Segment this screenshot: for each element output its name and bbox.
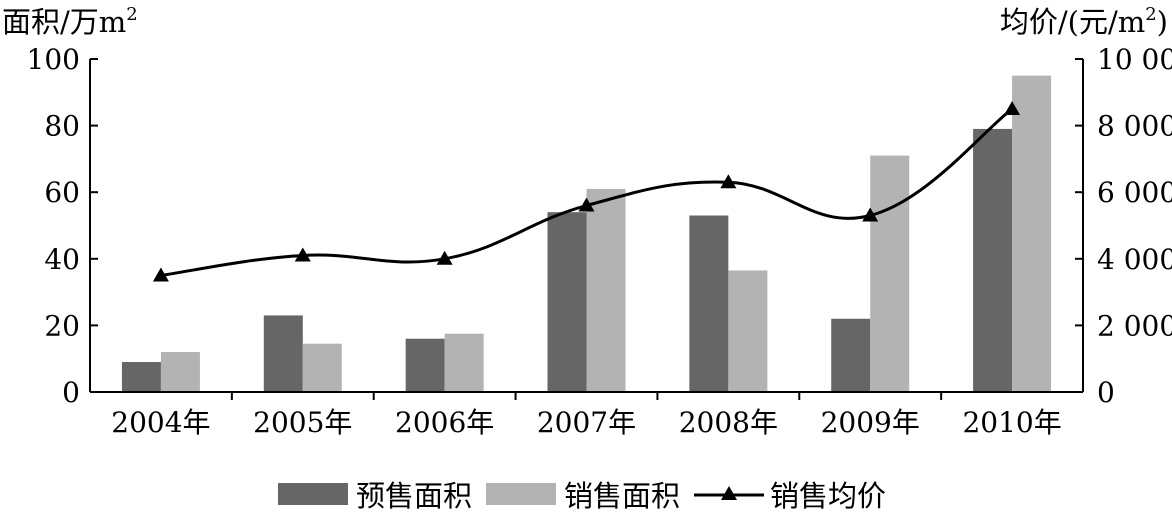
price-point-2 [436,250,453,265]
right-tick-label-3: 6 000 [1097,176,1172,209]
left-tick-label-4: 80 [44,110,80,143]
bar-presale-4 [689,215,729,392]
x-tick-label-1: 2005年 [253,406,352,439]
price-point-3 [578,197,595,212]
bar-presale-5 [831,318,871,392]
legend-swatch-presale [278,483,348,505]
x-tick-label-4: 2008年 [679,406,778,439]
right-axis-title: 均价/(元/m2) [999,4,1168,39]
right-tick-label-0: 0 [1097,376,1115,409]
left-tick-label-2: 40 [44,243,80,276]
right-tick-label-4: 8 000 [1097,110,1172,143]
bar-sales-3 [586,188,626,392]
price-point-5 [862,207,879,222]
legend-label-price: 销售均价 [770,479,887,513]
x-tick-label-3: 2007年 [537,406,636,439]
bar-presale-2 [405,338,445,392]
bar-sales-0 [160,352,200,392]
legend-swatch-price [694,486,765,500]
price-point-0 [152,267,169,282]
bar-sales-4 [728,270,768,392]
bar-sales-6 [1012,75,1052,393]
left-tick-label-5: 100 [27,43,80,76]
left-axis-title: 面积/万m2 [2,4,138,39]
right-tick-label-1: 2 000 [1097,309,1172,342]
legend-label-presale: 预售面积 [356,479,473,513]
left-tick-label-3: 60 [44,176,80,209]
price-point-4 [720,174,737,189]
legend-item-presale: 预售面积 [278,473,472,515]
legend-swatch-sales [486,483,557,505]
bar-presale-1 [263,315,303,392]
bar-presale-6 [973,128,1013,392]
x-tick-label-6: 2010年 [962,406,1061,439]
right-tick-label-5: 10 000 [1097,43,1172,76]
bar-presale-3 [547,212,587,392]
chart-canvas: 0 20 40 60 80 100 0 2 000 4 000 6 000 8 000 10 000 2… [27,43,1172,439]
x-tick-label-5: 2009年 [821,406,920,439]
legend-label-sales: 销售面积 [564,479,681,513]
bar-presale-0 [121,362,161,392]
x-tick-label-0: 2004年 [111,406,210,439]
legend-item-price: 销售均价 [694,473,886,515]
bar-sales-1 [302,343,342,392]
x-tick-label-2: 2006年 [395,406,494,439]
legend-item-sales: 销售面积 [486,473,680,515]
price-point-1 [294,247,311,262]
price-point-6 [1004,100,1021,115]
right-tick-label-2: 4 000 [1097,243,1172,276]
chart-legend: 预售面积 销售面积 销售均价 [278,474,900,514]
left-tick-label-1: 20 [44,309,80,342]
left-tick-label-0: 0 [62,376,80,409]
bar-sales-5 [870,155,910,392]
bar-sales-2 [444,333,484,392]
